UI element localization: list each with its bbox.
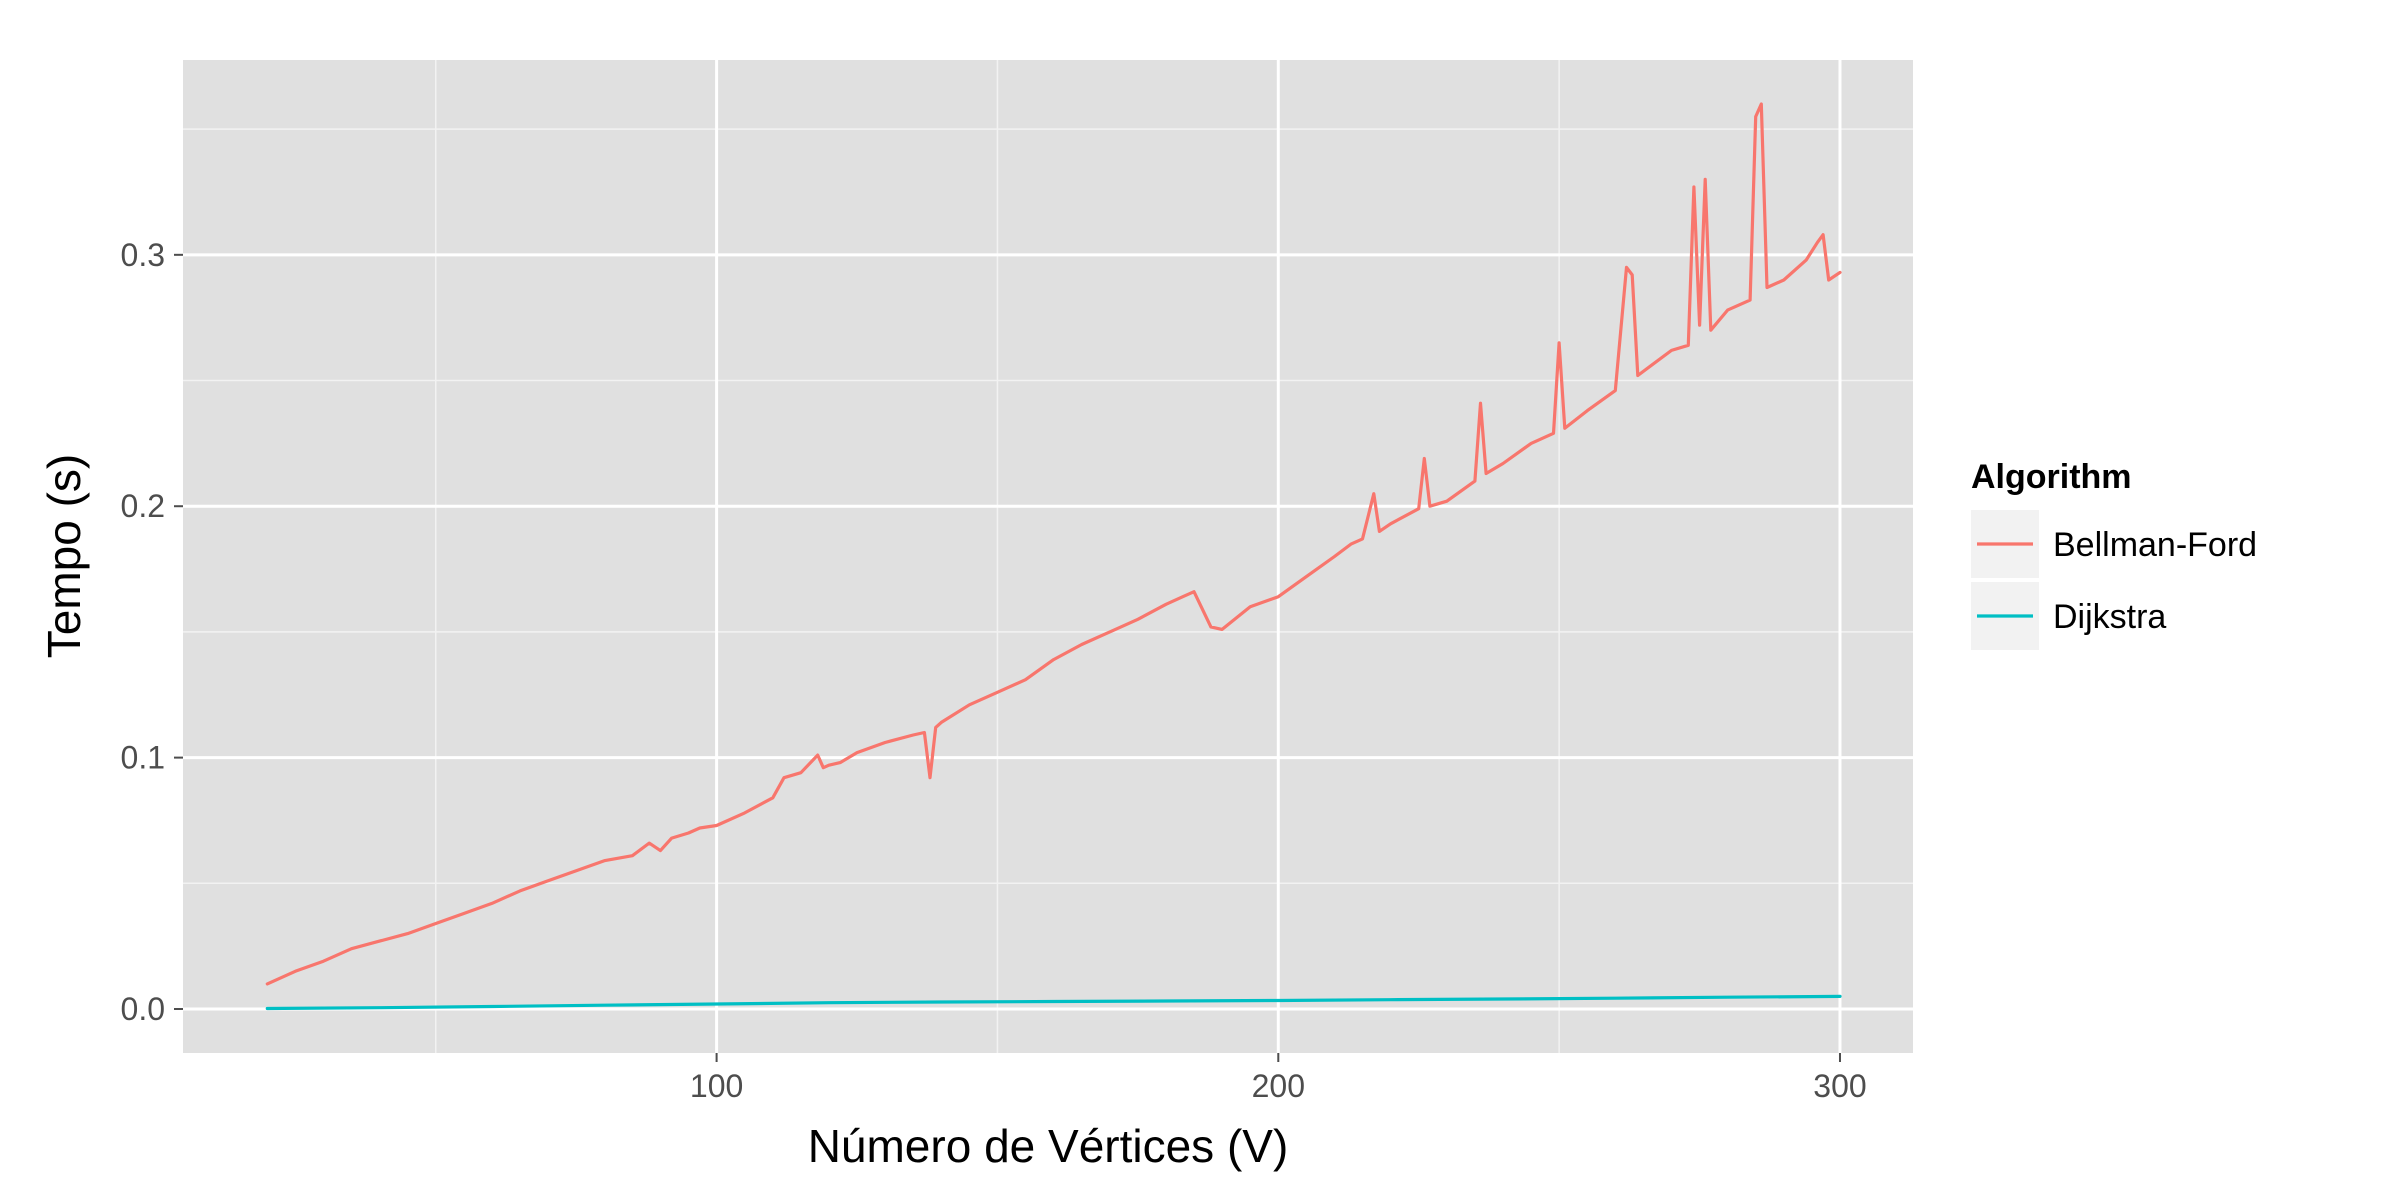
series-line-bellman-ford — [265, 102, 1842, 986]
minor-gridlines — [183, 60, 1913, 1053]
legend: Algorithm Bellman-Ford Dijkstra — [1971, 458, 2257, 650]
legend-label: Bellman-Ford — [2053, 526, 2257, 564]
y-tick-label: 0.2 — [121, 488, 165, 524]
legend-label: Dijkstra — [2053, 598, 2166, 636]
series-layer — [265, 102, 1842, 1011]
plot-panel — [183, 60, 1913, 1053]
y-axis: 0.0 0.1 0.2 0.3 — [121, 237, 183, 1027]
x-axis-title: Número de Vértices (V) — [808, 1120, 1289, 1172]
y-tick-label: 0.1 — [121, 740, 165, 776]
series-line-dijkstra — [265, 994, 1842, 1011]
x-tick-label: 100 — [690, 1068, 743, 1104]
x-axis: 100 200 300 — [690, 1053, 1867, 1104]
y-tick-label: 0.3 — [121, 237, 165, 273]
major-gridlines — [183, 60, 1913, 1053]
y-axis-title: Tempo (s) — [38, 454, 90, 658]
legend-title: Algorithm — [1971, 458, 2132, 496]
x-tick-label: 200 — [1252, 1068, 1305, 1104]
x-tick-label: 300 — [1813, 1068, 1866, 1104]
y-tick-label: 0.0 — [121, 991, 165, 1027]
